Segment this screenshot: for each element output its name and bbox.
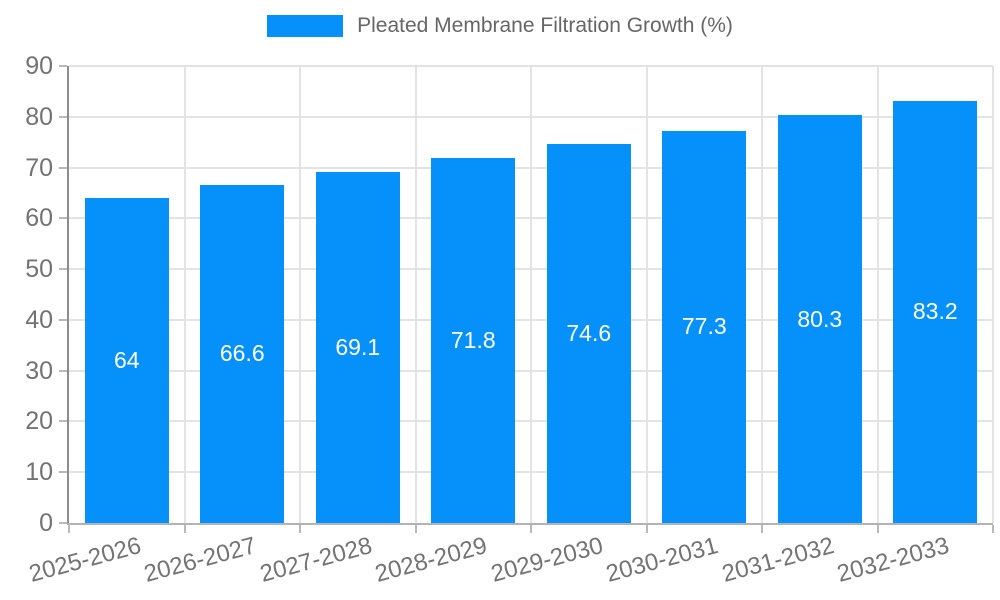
bar[interactable]: 66.6	[200, 184, 285, 523]
y-tick-label: 30	[25, 356, 53, 385]
x-axis-tick	[645, 525, 648, 533]
x-axis-tick	[68, 525, 70, 533]
x-axis-line	[67, 523, 993, 525]
y-tick-label: 40	[25, 305, 53, 334]
y-gridline	[69, 268, 993, 271]
bar-value-label: 64	[113, 347, 140, 374]
x-axis-tick	[530, 525, 532, 533]
plot-area: 0 10 20 30 40 50 60 70 80 90 64 66.6 69.1 71.8 74.6 77.…	[25, 52, 994, 537]
y-tick-label: 60	[25, 204, 53, 233]
y-axis-tick	[59, 65, 67, 67]
y-gridline	[69, 318, 993, 321]
bar[interactable]: 77.3	[662, 130, 747, 523]
chart-legend[interactable]: Pleated Membrane Filtration Growth (%)	[0, 14, 1000, 38]
y-tick-label: 90	[25, 52, 53, 80]
bar-value-label: 83.2	[912, 298, 958, 325]
bar-value-label: 71.8	[450, 327, 496, 354]
x-gridline	[876, 66, 879, 523]
y-axis-tick	[59, 420, 67, 423]
x-gridline	[645, 66, 648, 523]
bar[interactable]: 64	[84, 198, 169, 523]
legend-color-swatch	[267, 15, 344, 37]
y-gridline	[69, 65, 993, 67]
x-gridline	[992, 66, 994, 523]
bar[interactable]: 74.6	[546, 144, 631, 523]
x-gridline	[530, 66, 532, 523]
y-axis-line	[67, 66, 69, 523]
x-axis-tick	[299, 525, 301, 533]
y-gridline	[69, 166, 993, 169]
x-gridline	[414, 66, 417, 523]
x-axis-tick	[183, 525, 186, 533]
y-gridline	[69, 369, 993, 372]
y-axis-tick	[59, 369, 67, 372]
bar[interactable]: 69.1	[315, 172, 400, 523]
y-gridline	[69, 115, 993, 118]
x-axis-tick	[992, 525, 994, 533]
bar-value-label: 69.1	[335, 334, 381, 361]
y-tick-label: 50	[25, 255, 53, 284]
x-gridline	[299, 66, 301, 523]
bar[interactable]: 80.3	[777, 115, 862, 523]
y-axis-tick	[59, 522, 67, 524]
y-axis-tick	[59, 166, 67, 169]
bar-value-label: 77.3	[681, 313, 727, 340]
y-axis-tick	[59, 318, 67, 321]
y-axis-tick	[59, 268, 67, 271]
y-tick-label: 20	[25, 407, 53, 436]
y-axis-tick	[59, 217, 67, 220]
x-axis-tick	[414, 525, 417, 533]
y-tick-label: 10	[25, 458, 53, 487]
y-tick-label: 80	[25, 102, 53, 131]
y-axis-tick	[59, 115, 67, 118]
bar-value-label: 80.3	[797, 305, 843, 332]
x-gridline	[761, 66, 763, 523]
x-gridline	[183, 66, 186, 523]
y-gridline	[69, 471, 993, 474]
y-axis-tick	[59, 471, 67, 474]
y-tick-label: 70	[25, 153, 53, 182]
x-axis-tick	[761, 525, 763, 533]
bar[interactable]: 71.8	[431, 158, 516, 523]
bar[interactable]: 83.2	[893, 100, 978, 523]
y-gridline	[69, 420, 993, 423]
y-tick-label: 0	[39, 509, 53, 537]
y-gridline	[69, 217, 993, 220]
x-axis-tick	[876, 525, 879, 533]
bar-value-label: 66.6	[219, 340, 265, 367]
legend-series-label: Pleated Membrane Filtration Growth (%)	[357, 14, 733, 37]
bar-value-label: 74.6	[566, 320, 612, 347]
